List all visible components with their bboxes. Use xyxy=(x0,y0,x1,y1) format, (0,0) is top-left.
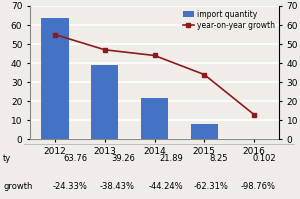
Text: -44.24%: -44.24% xyxy=(148,182,183,191)
Legend: import quantity, year-on-year growth: import quantity, year-on-year growth xyxy=(183,10,275,30)
year-on-year growth xyxy=(252,113,256,116)
Text: 0.102: 0.102 xyxy=(252,154,276,163)
Text: 21.89: 21.89 xyxy=(159,154,183,163)
Bar xyxy=(41,18,69,139)
Bar xyxy=(190,124,218,139)
year-on-year growth xyxy=(53,33,57,36)
Text: -38.43%: -38.43% xyxy=(100,182,135,191)
Text: 8.25: 8.25 xyxy=(209,154,228,163)
Text: ty: ty xyxy=(3,154,11,163)
year-on-year growth xyxy=(153,54,156,57)
year-on-year growth xyxy=(103,49,106,51)
year-on-year growth xyxy=(202,73,206,76)
Text: -98.76%: -98.76% xyxy=(241,182,276,191)
Bar xyxy=(91,64,119,139)
Text: -62.31%: -62.31% xyxy=(193,182,228,191)
Line: year-on-year growth: year-on-year growth xyxy=(52,32,256,117)
Bar xyxy=(141,98,168,139)
Text: 63.76: 63.76 xyxy=(63,154,87,163)
Text: growth: growth xyxy=(3,182,32,191)
Text: -24.33%: -24.33% xyxy=(52,182,87,191)
Text: 39.26: 39.26 xyxy=(111,154,135,163)
